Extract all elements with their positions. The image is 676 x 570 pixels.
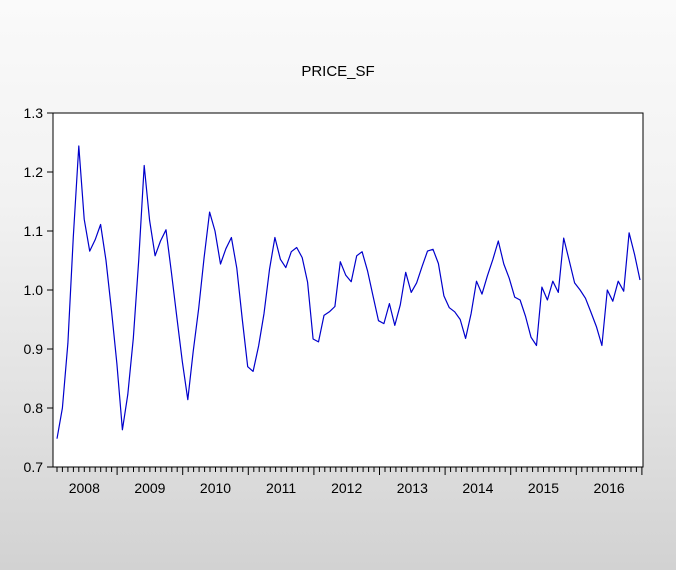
x-tick-label: 2010 bbox=[200, 480, 231, 496]
chart-title: PRICE_SF bbox=[301, 63, 375, 80]
x-tick-label: 2008 bbox=[69, 480, 100, 496]
y-tick-label: 0.9 bbox=[24, 341, 44, 357]
x-tick-label: 2009 bbox=[134, 480, 165, 496]
x-tick-label: 2015 bbox=[528, 480, 559, 496]
x-tick-label: 2011 bbox=[266, 480, 296, 496]
y-tick-label: 1.1 bbox=[24, 223, 44, 239]
x-tick-label: 2012 bbox=[331, 480, 362, 496]
y-axis: 0.7 0.8 0.9 1.0 1.1 1.2 1.3 bbox=[24, 105, 53, 475]
x-axis: 2008 2009 2010 2011 2012 2013 2014 2015 2016 bbox=[56, 467, 643, 496]
x-tick-label: 2013 bbox=[397, 480, 428, 496]
y-tick-label: 1.0 bbox=[24, 282, 44, 298]
series-line-price-sf bbox=[56, 145, 641, 439]
y-tick-label: 0.7 bbox=[24, 459, 44, 475]
y-tick-label: 0.8 bbox=[24, 400, 44, 416]
x-tick-label: 2016 bbox=[594, 480, 625, 496]
y-tick-label: 1.3 bbox=[24, 105, 44, 121]
y-tick-label: 1.2 bbox=[24, 164, 44, 180]
plot-area bbox=[52, 112, 644, 468]
x-tick-label: 2014 bbox=[462, 480, 493, 496]
